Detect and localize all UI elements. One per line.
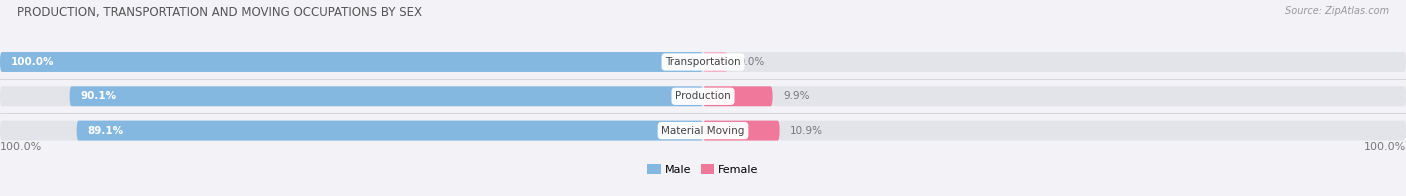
FancyBboxPatch shape [0, 86, 1406, 106]
Text: 100.0%: 100.0% [11, 57, 53, 67]
FancyBboxPatch shape [0, 52, 703, 72]
Text: Source: ZipAtlas.com: Source: ZipAtlas.com [1285, 6, 1389, 16]
Text: PRODUCTION, TRANSPORTATION AND MOVING OCCUPATIONS BY SEX: PRODUCTION, TRANSPORTATION AND MOVING OC… [17, 6, 422, 19]
FancyBboxPatch shape [0, 52, 1406, 72]
Text: 0.0%: 0.0% [738, 57, 765, 67]
Text: 90.1%: 90.1% [80, 91, 117, 101]
Text: Production: Production [675, 91, 731, 101]
Text: Material Moving: Material Moving [661, 126, 745, 136]
FancyBboxPatch shape [70, 86, 703, 106]
Text: 89.1%: 89.1% [87, 126, 124, 136]
FancyBboxPatch shape [703, 52, 728, 72]
Legend: Male, Female: Male, Female [647, 164, 759, 175]
Text: 100.0%: 100.0% [0, 142, 42, 152]
Text: 100.0%: 100.0% [1364, 142, 1406, 152]
FancyBboxPatch shape [77, 121, 703, 141]
FancyBboxPatch shape [703, 86, 773, 106]
FancyBboxPatch shape [703, 121, 780, 141]
Text: 9.9%: 9.9% [783, 91, 810, 101]
FancyBboxPatch shape [0, 121, 1406, 141]
Text: Transportation: Transportation [665, 57, 741, 67]
Text: 10.9%: 10.9% [790, 126, 823, 136]
